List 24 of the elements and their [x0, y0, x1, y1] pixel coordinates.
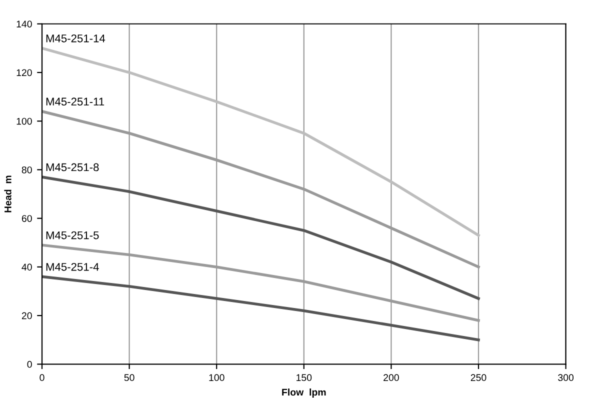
x-axis-title: Flow lpm [282, 388, 326, 398]
series-label: M45-251-11 [46, 98, 104, 106]
y-tick-label: 80 [22, 166, 32, 174]
x-tick-label: 250 [470, 374, 486, 382]
x-tick-label: 200 [384, 374, 399, 382]
y-tick-label: 0 [27, 360, 32, 368]
x-tick-label: 300 [558, 374, 574, 382]
y-axis-title: Head m [4, 176, 12, 212]
y-tick-label: 20 [22, 312, 32, 320]
series-label: M45-251-5 [46, 231, 99, 240]
x-tick-label: 150 [296, 374, 312, 382]
y-tick-label: 100 [16, 118, 32, 125]
series-label: M45-251-14 [46, 34, 106, 42]
series-label: M45-251-4 [46, 262, 99, 271]
y-tick-label: 120 [16, 69, 32, 76]
line-series [42, 275, 480, 342]
x-tick-label: 100 [209, 374, 224, 382]
y-tick-label: 140 [16, 20, 32, 28]
series-label: M45-251-8 [46, 163, 99, 172]
y-tick-label: 40 [22, 264, 32, 271]
y-tick-label: 60 [22, 215, 32, 222]
x-tick-label: 50 [124, 374, 134, 382]
x-tick-label: 0 [40, 374, 44, 382]
line-series [42, 176, 480, 300]
